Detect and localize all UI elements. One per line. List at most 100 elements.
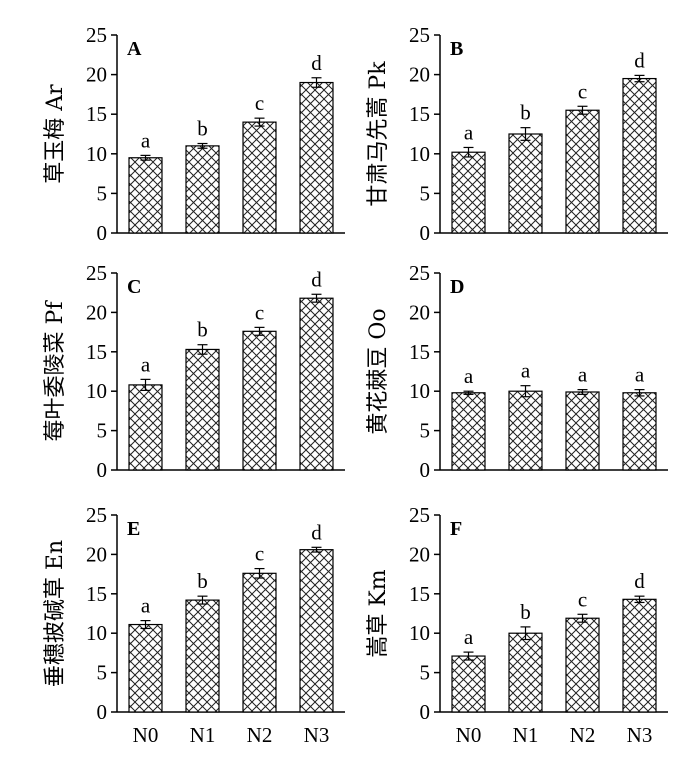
bar-n1 bbox=[508, 390, 543, 471]
panel-c: 0 5 10 15 20 25 C 莓叶委陵菜 Pf a b c d bbox=[43, 261, 345, 482]
x-tick-label: N1 bbox=[190, 723, 216, 747]
significance-letter: a bbox=[141, 594, 151, 618]
y-tick-label: 10 bbox=[86, 379, 107, 403]
bar-n3 bbox=[622, 77, 657, 234]
significance-letter: a bbox=[464, 625, 474, 649]
y-tick-label: 0 bbox=[97, 458, 108, 482]
panel-a: 0 5 10 15 20 25 A 草玉梅 Ar a b c d bbox=[43, 23, 345, 245]
y-tick-label: 25 bbox=[409, 261, 430, 285]
significance-letter: c bbox=[255, 542, 264, 566]
y-tick-label: 10 bbox=[409, 621, 430, 645]
panel-letter: C bbox=[127, 276, 141, 298]
y-tick-label: 5 bbox=[97, 661, 108, 685]
significance-letter: c bbox=[578, 587, 587, 611]
panel-f: 0 5 10 15 20 25 F 嵩草 Km a N0 b N1 c N2 d N3 bbox=[366, 503, 668, 747]
panel-letter: A bbox=[127, 38, 142, 60]
y-tick-label: 15 bbox=[409, 582, 430, 606]
y-tick-label: 0 bbox=[420, 700, 431, 724]
x-tick-label: N3 bbox=[304, 723, 330, 747]
y-tick-label: 25 bbox=[409, 503, 430, 527]
y-tick-label: 5 bbox=[420, 181, 431, 205]
significance-letter: d bbox=[311, 267, 322, 291]
y-tick-label: 20 bbox=[86, 542, 107, 566]
y-axis-label: 黄花棘豆 Oo bbox=[366, 308, 391, 434]
significance-letter: d bbox=[311, 520, 322, 544]
y-tick-label: 20 bbox=[409, 300, 430, 324]
panel-b: 0 5 10 15 20 25 B 甘肃马先蒿 Pk a b c d bbox=[366, 23, 668, 245]
bar-n3 bbox=[299, 81, 334, 234]
significance-letter: d bbox=[634, 569, 645, 593]
bar-n2 bbox=[565, 617, 600, 713]
y-tick-label: 0 bbox=[97, 700, 108, 724]
x-tick-label: N0 bbox=[456, 723, 482, 747]
significance-letter: a bbox=[521, 359, 531, 383]
bar-n0 bbox=[451, 151, 486, 234]
y-tick-label: 25 bbox=[86, 23, 107, 47]
significance-letter: d bbox=[634, 48, 645, 72]
bar-n2 bbox=[242, 572, 277, 713]
significance-letter: d bbox=[311, 51, 322, 75]
y-tick-label: 10 bbox=[86, 621, 107, 645]
significance-letter: c bbox=[255, 300, 264, 324]
y-tick-label: 20 bbox=[409, 63, 430, 87]
panel-letter: E bbox=[127, 518, 140, 540]
x-tick-label: N2 bbox=[570, 723, 596, 747]
panel-letter: B bbox=[450, 38, 463, 60]
bar-n3 bbox=[622, 598, 657, 713]
bar-n0 bbox=[128, 623, 163, 713]
y-tick-label: 10 bbox=[409, 379, 430, 403]
panel-d: 0 5 10 15 20 25 D 黄花棘豆 Oo a a a a bbox=[366, 261, 668, 482]
y-tick-label: 15 bbox=[86, 340, 107, 364]
y-tick-label: 0 bbox=[420, 221, 431, 245]
y-tick-label: 5 bbox=[420, 419, 431, 443]
y-tick-label: 15 bbox=[86, 582, 107, 606]
bar-n0 bbox=[128, 157, 163, 234]
x-tick-label: N1 bbox=[513, 723, 539, 747]
x-tick-label: N3 bbox=[627, 723, 653, 747]
significance-letter: a bbox=[464, 120, 474, 144]
bar-n0 bbox=[128, 384, 163, 471]
bar-n1 bbox=[185, 145, 220, 234]
y-tick-label: 15 bbox=[409, 340, 430, 364]
bar-n1 bbox=[185, 599, 220, 713]
y-axis-label: 甘肃马先蒿 Pk bbox=[366, 61, 391, 207]
x-tick-label: N2 bbox=[247, 723, 273, 747]
panel-e: 0 5 10 15 20 25 E 垂穗披碱草 En a N0 b N1 c N2 d N3 bbox=[43, 503, 345, 747]
significance-letter: b bbox=[197, 569, 208, 593]
y-axis-label: 垂穗披碱草 En bbox=[43, 540, 68, 687]
y-axis-label: 草玉梅 Ar bbox=[43, 84, 68, 184]
y-tick-label: 20 bbox=[86, 63, 107, 87]
bar-n2 bbox=[242, 121, 277, 234]
significance-letter: a bbox=[464, 364, 474, 388]
y-tick-label: 15 bbox=[86, 102, 107, 126]
y-tick-label: 0 bbox=[420, 458, 431, 482]
significance-letter: b bbox=[520, 600, 531, 624]
y-axis-label: 嵩草 Km bbox=[366, 569, 391, 657]
bar-n3 bbox=[299, 297, 334, 471]
bar-n2 bbox=[242, 330, 277, 471]
y-tick-label: 20 bbox=[409, 542, 430, 566]
y-tick-label: 10 bbox=[409, 142, 430, 166]
significance-letter: c bbox=[255, 91, 264, 115]
y-tick-label: 25 bbox=[409, 23, 430, 47]
significance-letter: b bbox=[520, 101, 531, 125]
significance-letter: a bbox=[578, 363, 588, 387]
y-axis-label: 莓叶委陵菜 Pf bbox=[43, 300, 68, 442]
panel-letter: F bbox=[450, 518, 462, 540]
bar-n1 bbox=[185, 348, 220, 471]
significance-letter: b bbox=[197, 117, 208, 141]
y-tick-label: 5 bbox=[97, 181, 108, 205]
y-tick-label: 10 bbox=[86, 142, 107, 166]
bar-n2 bbox=[565, 109, 600, 234]
bar-n0 bbox=[451, 392, 486, 471]
significance-letter: a bbox=[635, 363, 645, 387]
significance-letter: a bbox=[141, 128, 151, 152]
y-tick-label: 15 bbox=[409, 102, 430, 126]
y-tick-label: 0 bbox=[97, 221, 108, 245]
y-tick-label: 5 bbox=[420, 661, 431, 685]
bar-n1 bbox=[508, 133, 543, 234]
bar-n3 bbox=[622, 392, 657, 471]
bar-n3 bbox=[299, 549, 334, 713]
y-tick-label: 5 bbox=[97, 419, 108, 443]
y-tick-label: 25 bbox=[86, 503, 107, 527]
